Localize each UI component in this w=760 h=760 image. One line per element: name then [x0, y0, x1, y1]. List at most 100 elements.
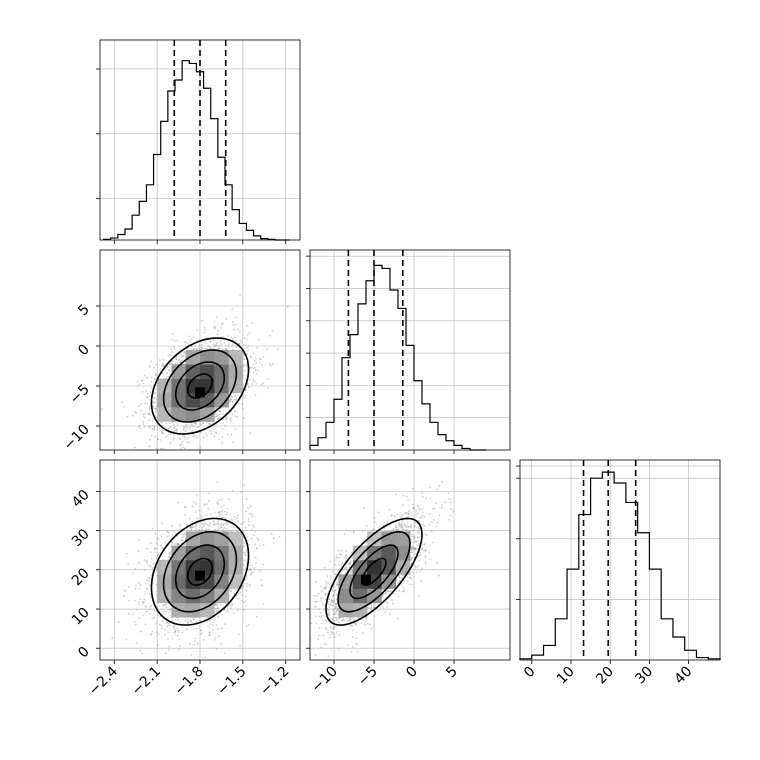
scatter-point — [166, 621, 169, 624]
scatter-point — [220, 498, 223, 501]
scatter-point — [234, 395, 237, 398]
scatter-point — [198, 347, 200, 350]
scatter-point — [173, 437, 175, 439]
scatter-point — [229, 398, 232, 401]
scatter-point — [132, 572, 134, 575]
scatter-point — [148, 365, 150, 368]
scatter-point — [152, 401, 155, 404]
scatter-point — [208, 631, 211, 634]
scatter-point — [155, 622, 157, 625]
scatter-point — [235, 398, 238, 401]
scatter-point — [185, 627, 188, 630]
scatter-point — [149, 438, 152, 441]
scatter-point — [164, 603, 167, 606]
scatter-point — [180, 533, 183, 535]
scatter-point — [222, 524, 225, 527]
scatter-point — [221, 428, 224, 430]
scatter-point — [230, 420, 233, 422]
scatter-point — [207, 528, 210, 531]
scatter-point — [150, 557, 153, 560]
scatter-point — [150, 376, 153, 379]
scatter-point — [183, 535, 185, 538]
scatter-point — [231, 400, 234, 403]
scatter-point — [204, 656, 206, 659]
scatter-point — [137, 601, 140, 603]
scatter-point — [198, 528, 201, 531]
scatter-point — [209, 522, 212, 525]
scatter-point — [278, 535, 281, 538]
scatter-point — [195, 527, 198, 530]
scatter-point — [221, 613, 224, 616]
scatter-point — [138, 539, 141, 542]
scatter-point — [162, 492, 164, 494]
scatter-point — [101, 408, 103, 411]
scatter-point — [168, 363, 171, 366]
scatter-point — [162, 432, 165, 435]
density-cell — [214, 364, 229, 379]
scatter-point — [238, 342, 240, 345]
scatter-point — [194, 423, 197, 425]
scatter-point — [235, 316, 238, 319]
scatter-point — [221, 322, 224, 324]
scatter-point — [176, 542, 179, 545]
scatter-point — [237, 402, 240, 405]
scatter-point — [245, 577, 248, 579]
scatter-point — [167, 648, 170, 651]
scatter-point — [266, 348, 269, 351]
scatter-point — [248, 332, 251, 335]
scatter-point — [162, 604, 165, 607]
scatter-point — [209, 347, 211, 350]
scatter-point — [192, 348, 195, 350]
scatter-point — [154, 374, 157, 376]
scatter-point — [134, 599, 137, 602]
scatter-point — [253, 380, 256, 383]
scatter-point — [232, 321, 235, 323]
scatter-point — [184, 343, 187, 346]
scatter-point — [217, 526, 220, 528]
scatter-point — [206, 620, 209, 623]
scatter-point — [245, 595, 247, 598]
scatter-point — [241, 599, 243, 602]
scatter-point — [163, 628, 166, 631]
scatter-point — [149, 612, 152, 615]
scatter-point — [181, 440, 184, 443]
scatter-point — [188, 428, 191, 431]
y-tick-label: 10 — [69, 605, 93, 629]
scatter-point — [169, 610, 172, 612]
panel-content — [100, 460, 300, 660]
scatter-point — [223, 609, 226, 612]
histogram-step — [102, 60, 290, 241]
scatter-point — [253, 567, 256, 570]
scatter-point — [214, 637, 217, 639]
scatter-point — [173, 429, 176, 432]
scatter-point — [142, 420, 145, 423]
scatter-point — [253, 359, 256, 362]
scatter-point — [157, 632, 160, 635]
scatter-point — [269, 364, 272, 367]
scatter-point — [151, 427, 154, 430]
scatter-point — [155, 416, 158, 419]
scatter-point — [155, 401, 157, 403]
scatter-point — [229, 589, 232, 591]
scatter-point — [218, 499, 220, 502]
scatter-point — [201, 523, 203, 525]
scatter-point — [273, 537, 275, 540]
scatter-point — [243, 520, 245, 523]
scatter-point — [177, 543, 180, 546]
scatter-point — [216, 628, 219, 631]
x-tick-label: −1.5 — [214, 664, 249, 699]
scatter-point — [174, 348, 176, 351]
scatter-point — [189, 526, 192, 528]
density-cell — [228, 531, 244, 547]
density-cell — [200, 531, 215, 547]
scatter-point — [218, 410, 221, 412]
scatter-point — [202, 525, 205, 528]
scatter-point — [215, 624, 218, 626]
scatter-point — [155, 557, 158, 559]
scatter-point — [209, 623, 212, 625]
scatter-point — [262, 543, 265, 546]
scatter-point — [192, 335, 195, 338]
axes-frame — [99, 39, 301, 241]
scatter-point — [196, 329, 199, 331]
scatter-point — [202, 422, 205, 425]
